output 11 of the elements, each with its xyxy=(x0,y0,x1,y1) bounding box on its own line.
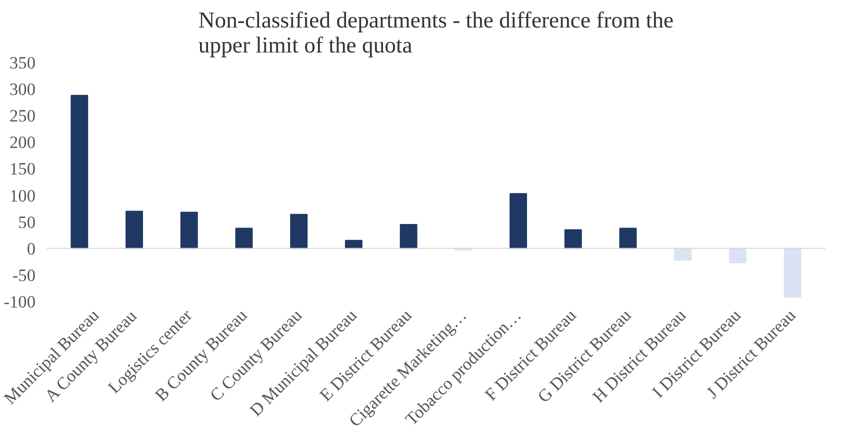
y-tick-label: 300 xyxy=(10,80,36,100)
y-tick-label: 100 xyxy=(10,186,36,206)
y-tick-label: -100 xyxy=(4,292,36,312)
y-tick-label: 250 xyxy=(10,106,36,126)
chart-title: Non-classified departments - the difference from the upper limit of the quota xyxy=(198,8,674,58)
y-tick-label: 150 xyxy=(10,160,36,179)
y-tick-label: -50 xyxy=(12,266,36,285)
y-tick-label: 50 xyxy=(18,212,36,232)
y-tick-label: 350 xyxy=(10,54,36,72)
y-tick-label: 200 xyxy=(10,133,36,152)
y-tick-label: 0 xyxy=(26,239,36,258)
